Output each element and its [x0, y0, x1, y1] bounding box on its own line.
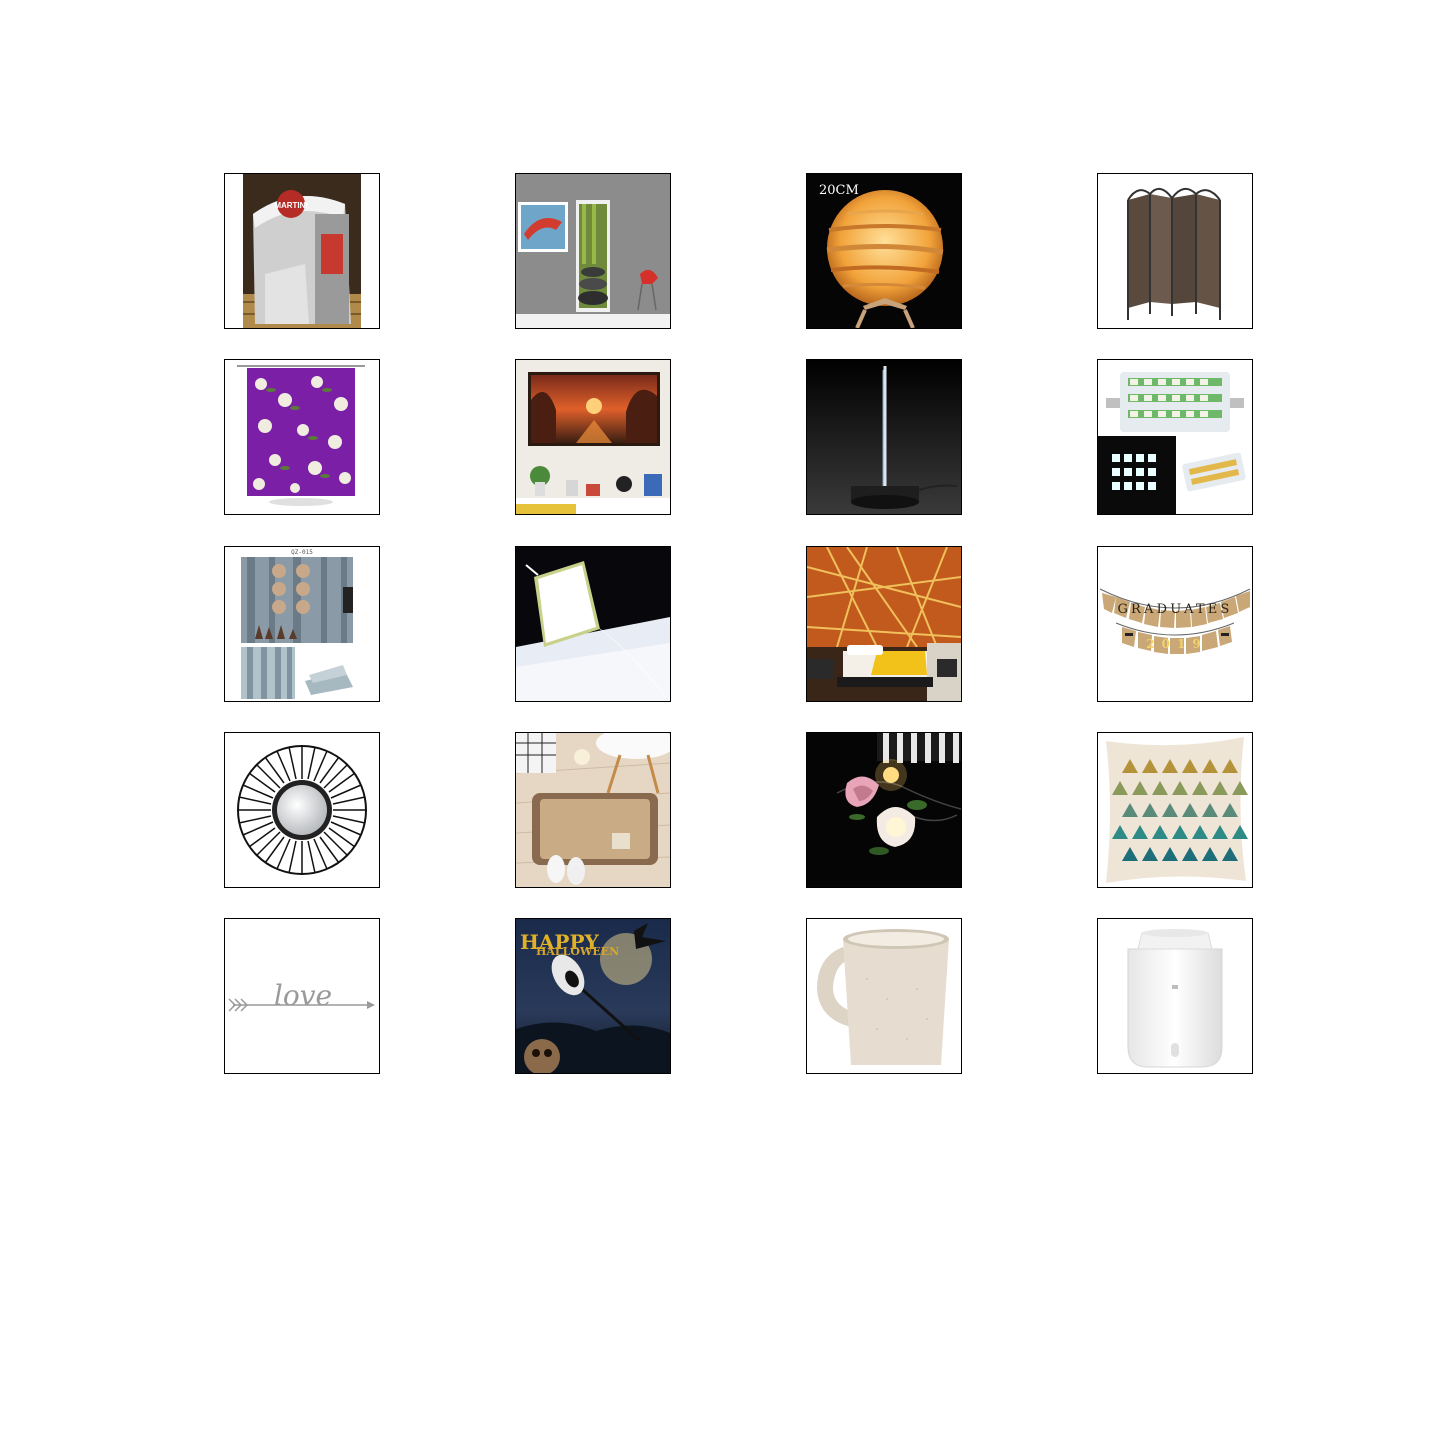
- folding-screen-icon: [1098, 174, 1252, 328]
- love-arrow-decal-icon: love: [225, 919, 379, 1073]
- sunset-painting-icon: [516, 360, 670, 514]
- zen-door-mural-icon: [516, 174, 670, 328]
- product-tile-graduates-banner[interactable]: GRADUATES 2019: [1097, 546, 1253, 702]
- product-tile-wood-wallpaper[interactable]: QZ-015: [224, 546, 380, 702]
- floral-shower-curtain-icon: [225, 360, 379, 514]
- poster-word-2: HALLOWEEN: [536, 945, 619, 958]
- product-tile-sunset-painting[interactable]: [515, 359, 671, 515]
- led-bulb-icon: [1098, 360, 1252, 514]
- product-tile-folding-screen[interactable]: [1097, 173, 1253, 329]
- graduates-banner-icon: GRADUATES 2019: [1098, 547, 1252, 701]
- product-tile-planet-lamp[interactable]: 20CM: [806, 173, 962, 329]
- product-tile-led-panel[interactable]: [515, 546, 671, 702]
- product-tile-napkin-dispenser[interactable]: MARTINI: [224, 173, 380, 329]
- banner-year: 2019: [1146, 637, 1207, 651]
- product-tile-straw-mug[interactable]: [806, 918, 962, 1074]
- halloween-poster-icon: HAPPY HALLOWEEN: [516, 919, 670, 1073]
- product-tile-acrylic-light[interactable]: [806, 359, 962, 515]
- led-panel-icon: [516, 547, 670, 701]
- round-mirror-icon: [225, 733, 379, 887]
- product-tile-bath-mat[interactable]: [515, 732, 671, 888]
- napkin-dispenser-icon: MARTINI: [243, 174, 361, 328]
- wood-wallpaper-icon: QZ-015: [225, 547, 379, 701]
- model-label: QZ-015: [291, 549, 313, 556]
- acrylic-night-light-icon: [807, 360, 961, 514]
- poster-word-1: HAPPY: [520, 930, 599, 954]
- product-tile-rose-lights[interactable]: [806, 732, 962, 888]
- brand-label: MARTINI: [274, 201, 307, 210]
- product-tile-led-bulb[interactable]: [1097, 359, 1253, 515]
- humidifier-icon: [1098, 919, 1252, 1073]
- wheat-straw-mug-icon: [807, 919, 961, 1073]
- bath-mat-icon: [516, 733, 670, 887]
- product-tile-humidifier[interactable]: [1097, 918, 1253, 1074]
- size-label: 20CM: [819, 183, 859, 198]
- product-tile-bedroom-mural[interactable]: [806, 546, 962, 702]
- decal-word: love: [274, 979, 332, 1012]
- planet-lamp-icon: 20CM: [807, 174, 961, 328]
- product-tile-round-mirror[interactable]: [224, 732, 380, 888]
- product-tile-love-decal[interactable]: love: [224, 918, 380, 1074]
- bedroom-mural-icon: [807, 547, 961, 701]
- product-tile-halloween-poster[interactable]: HAPPY HALLOWEEN: [515, 918, 671, 1074]
- banner-word: GRADUATES: [1117, 602, 1232, 617]
- product-tile-door-mural[interactable]: [515, 173, 671, 329]
- rose-string-lights-icon: [807, 733, 961, 887]
- product-tile-triangle-pillow[interactable]: [1097, 732, 1253, 888]
- triangle-pillow-icon: [1098, 733, 1252, 887]
- product-tile-shower-curtain[interactable]: [224, 359, 380, 515]
